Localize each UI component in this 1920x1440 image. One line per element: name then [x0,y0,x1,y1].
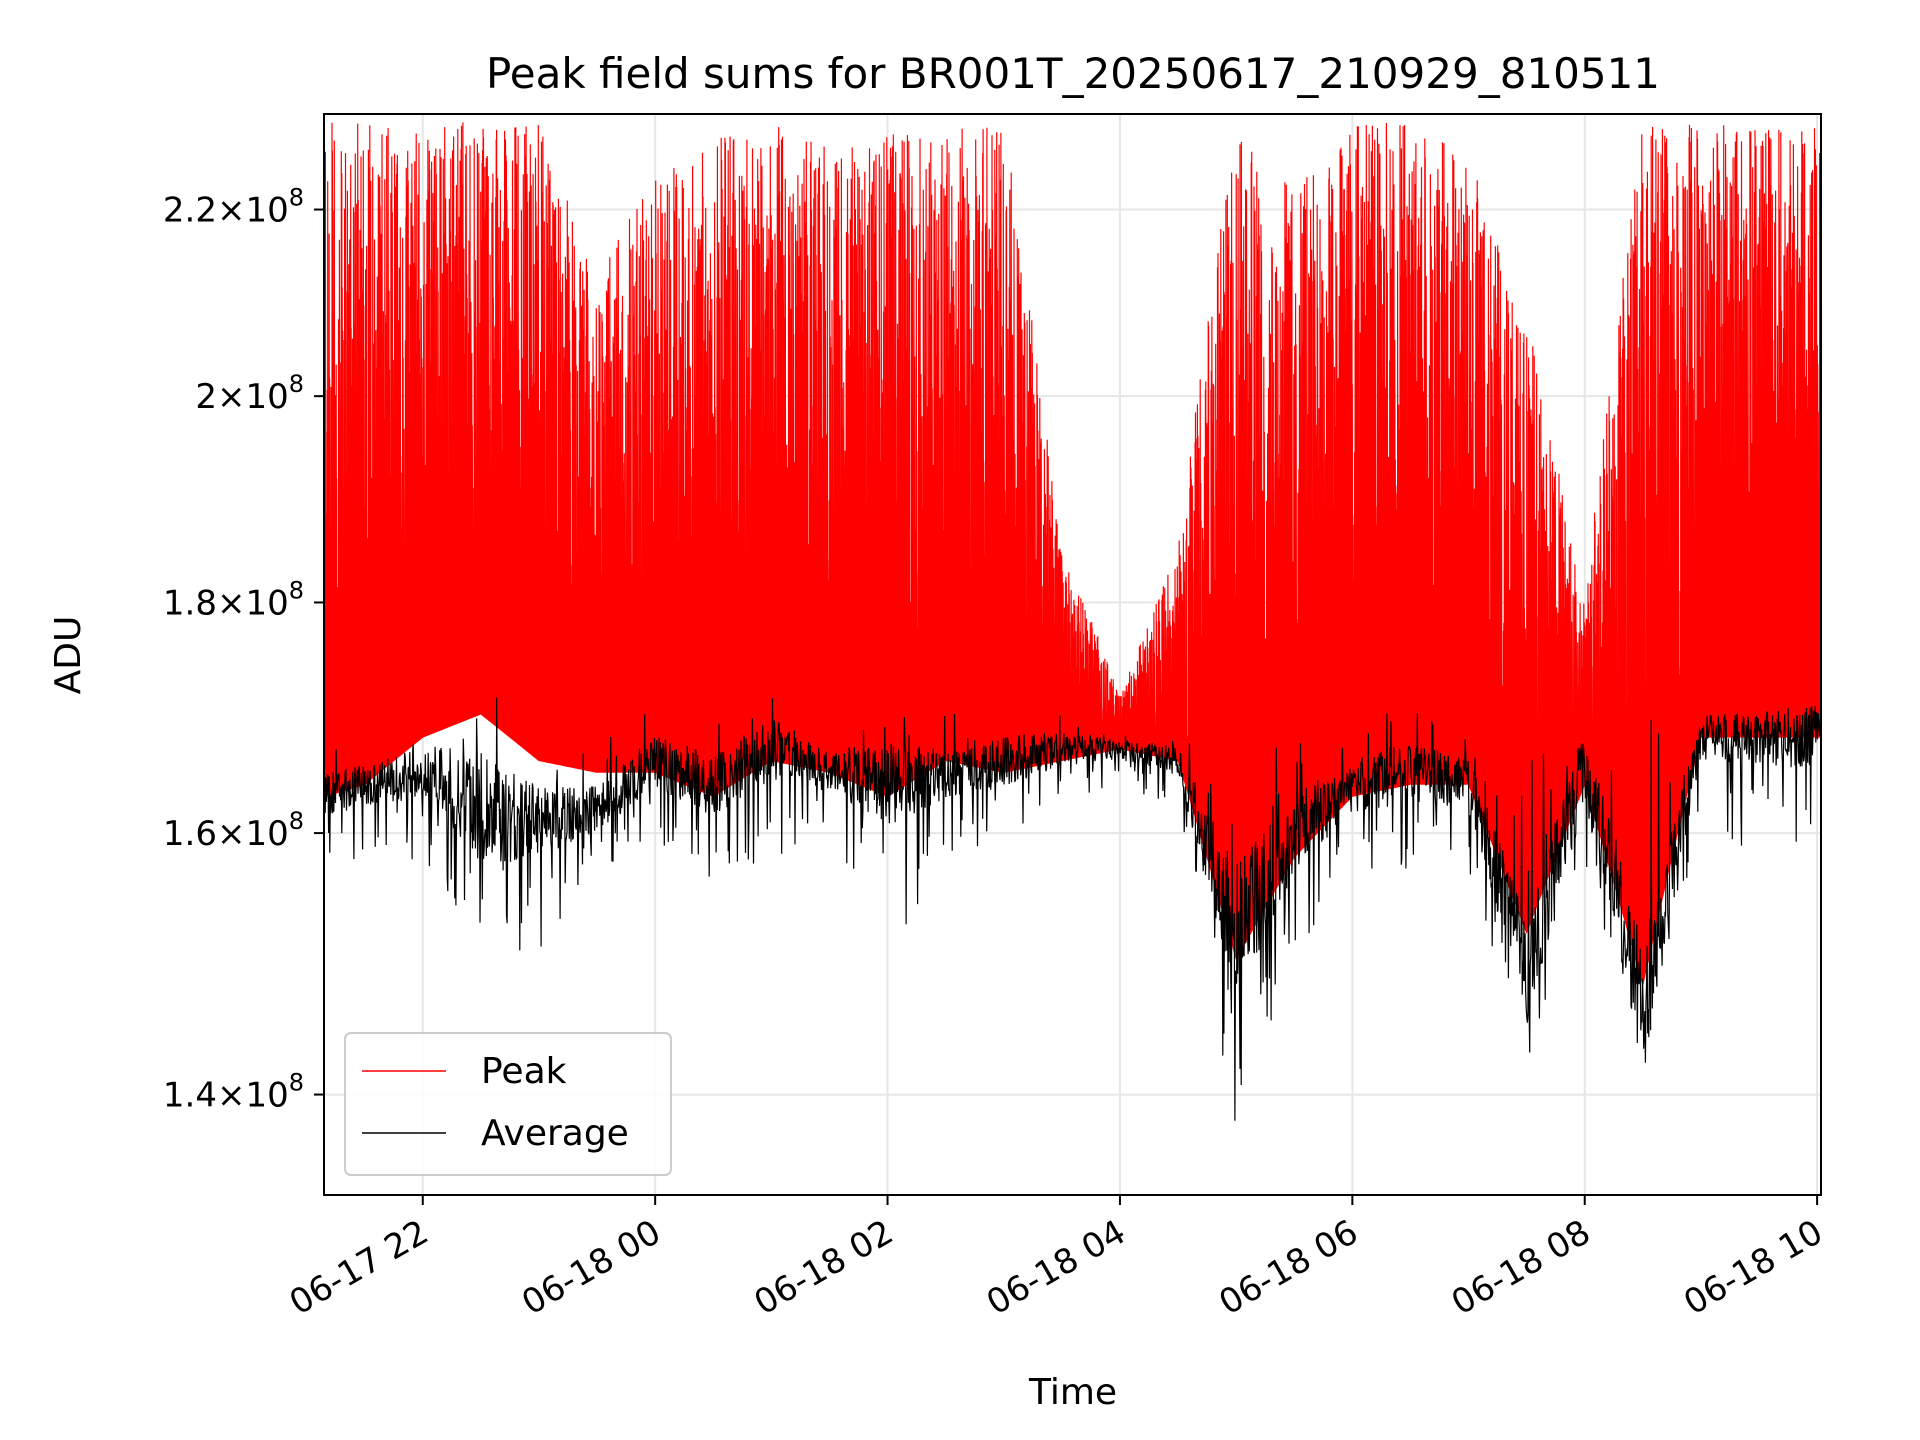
y-tick-mantissa: 1.4 [163,1076,217,1116]
x-tick-label: 06-18 08 [1445,1212,1597,1323]
x-axis-ticks: 06-17 22 06-18 00 06-18 02 06-18 04 06-18 06… [283,1195,1830,1323]
y-tick-label: 1.4×108 [163,1069,304,1116]
y-tick-label: 1.8×108 [163,576,304,623]
x-tick-label: 06-18 00 [515,1212,667,1323]
x-axis-label: Time [1028,1372,1117,1413]
y-tick-base: ×10 [217,814,289,854]
x-tick-label: 06-18 04 [980,1212,1132,1323]
y-tick-mantissa: 2 [195,377,217,417]
y-tick-exponent: 8 [289,370,304,398]
y-tick-base: ×10 [217,583,289,623]
average-line [323,697,1822,1121]
plot-frame [323,113,1822,1196]
y-tick-exponent: 8 [289,807,304,835]
x-tick-label: 06-17 22 [283,1212,435,1323]
y-axis-label: ADU [48,616,89,695]
y-tick-label: 1.6×108 [163,807,304,854]
y-tick-mantissa: 1.6 [163,814,217,854]
y-tick-label: 2×108 [195,370,304,417]
x-tick-label: 06-18 10 [1677,1212,1829,1323]
x-tick-label: 06-18 02 [748,1212,900,1323]
y-tick-base: ×10 [217,191,289,231]
y-tick-base: ×10 [217,377,289,417]
y-tick-exponent: 8 [289,576,304,604]
chart-title: Peak field sums for BR001T_20250617_2109… [486,49,1660,98]
legend: Peak Average [344,1032,672,1176]
series-average [323,697,1822,1121]
legend-peak-label: Peak [481,1051,567,1092]
y-tick-base: ×10 [217,1076,289,1116]
legend-average-label: Average [481,1113,629,1154]
y-tick-mantissa: 1.8 [163,583,217,623]
legend-box [344,1032,672,1176]
x-tick-label: 06-18 06 [1212,1212,1364,1323]
y-tick-label: 2.2×108 [163,184,304,231]
y-tick-exponent: 8 [289,1069,304,1097]
y-tick-mantissa: 2.2 [163,191,217,231]
y-tick-exponent: 8 [289,184,304,212]
